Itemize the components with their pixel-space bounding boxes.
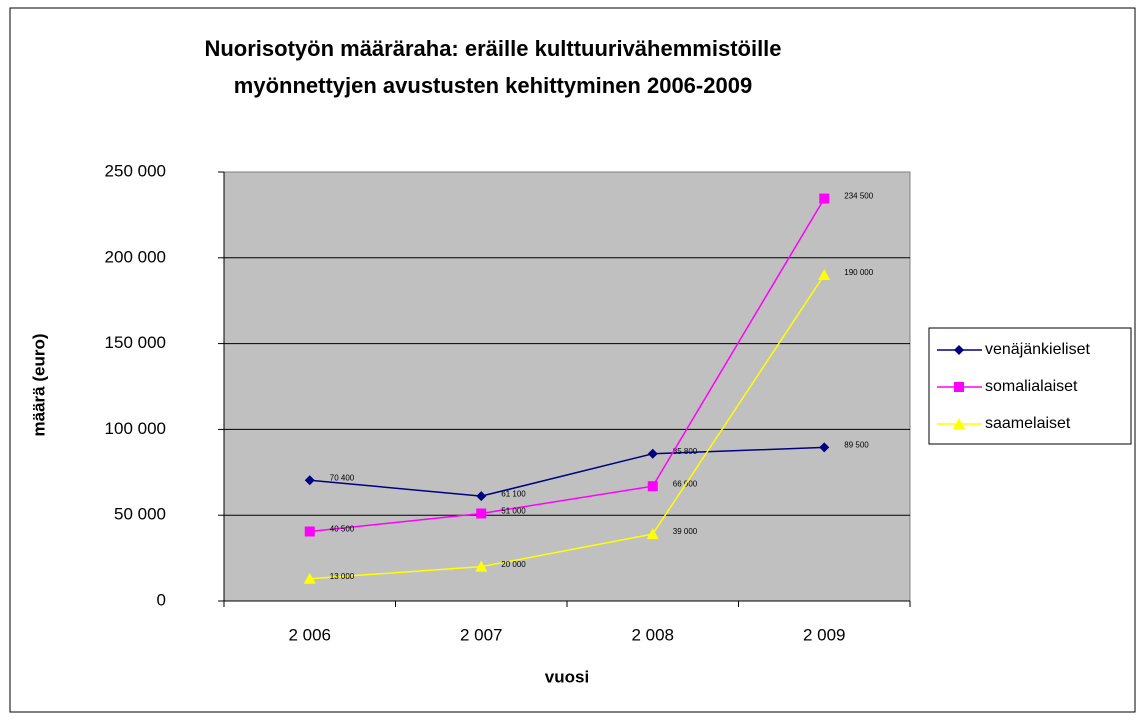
data-label: 190 000: [844, 268, 873, 277]
point: [819, 193, 830, 204]
y-tick-label: 100 000: [105, 419, 166, 438]
plot-area: [223, 171, 911, 602]
series-line: [309, 446, 825, 497]
legend-label: somalialaiset: [985, 378, 1078, 395]
point: [647, 481, 658, 492]
data-label: 70 400: [330, 473, 355, 482]
point: [647, 448, 658, 459]
y-tick-label: 50 000: [114, 505, 166, 524]
chart-title: myönnettyjen avustusten kehittyminen 200…: [234, 73, 752, 98]
data-label: 13 000: [330, 572, 355, 581]
x-axis-title: vuosi: [545, 667, 589, 686]
y-axis-title: määrä (euro): [29, 334, 48, 437]
point: [304, 475, 315, 486]
point: [476, 508, 487, 519]
point: [953, 418, 965, 429]
y-tick-label: 0: [157, 590, 166, 609]
point: [646, 528, 659, 540]
x-tick-label: 2 009: [803, 625, 846, 644]
data-label: 20 000: [501, 560, 526, 569]
series-line: [309, 198, 825, 533]
x-tick-label: 2 007: [460, 625, 503, 644]
y-tick-label: 250 000: [105, 161, 166, 180]
point: [954, 382, 964, 392]
point: [818, 268, 831, 280]
chart-title: Nuorisotyön määräraha: eräille kulttuuri…: [204, 36, 781, 61]
point: [303, 572, 316, 584]
data-label: 51 000: [501, 507, 526, 516]
data-label: 234 500: [844, 192, 873, 201]
series-line: [309, 274, 825, 580]
point: [304, 526, 315, 537]
data-label: 61 100: [501, 489, 526, 498]
y-tick-label: 150 000: [105, 333, 166, 352]
x-tick-label: 2 008: [631, 625, 674, 644]
point: [819, 442, 830, 453]
legend-label: saamelaiset: [985, 415, 1071, 432]
point: [954, 345, 964, 355]
point: [476, 491, 487, 502]
legend-label: venäjänkieliset: [985, 341, 1091, 358]
y-tick-label: 200 000: [105, 247, 166, 266]
data-label: 40 500: [330, 525, 355, 534]
x-tick-label: 2 006: [288, 625, 331, 644]
point: [475, 560, 488, 572]
data-label: 39 000: [673, 527, 698, 536]
data-label: 85 800: [673, 447, 698, 456]
data-label: 89 500: [844, 441, 869, 450]
